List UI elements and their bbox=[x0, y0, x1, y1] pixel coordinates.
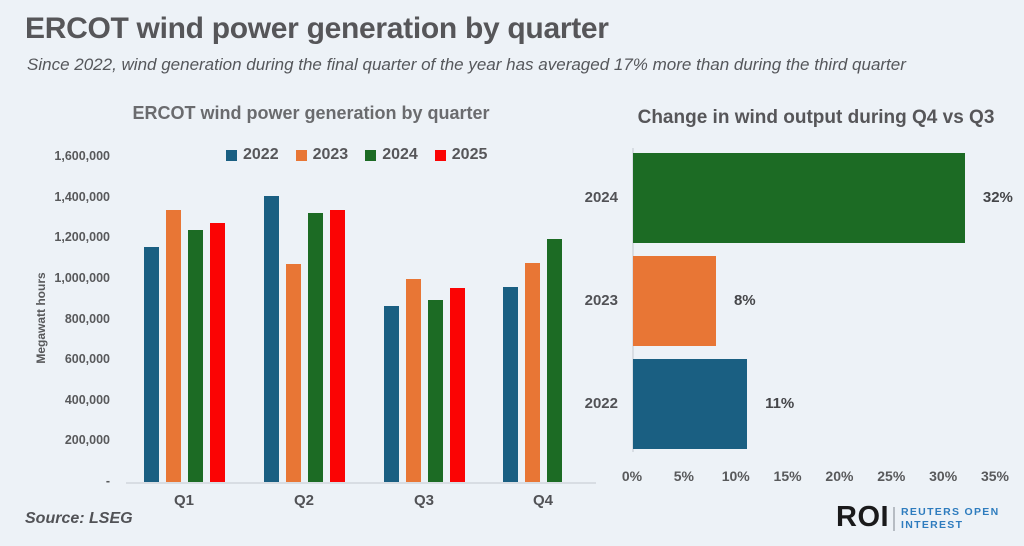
legend-label-2025: 2025 bbox=[451, 146, 488, 163]
legend-swatch-2022 bbox=[226, 149, 237, 161]
bar-Q3-2023 bbox=[405, 278, 421, 482]
y-tick-label: 1,400,000 bbox=[54, 189, 110, 204]
y-tick-label: 600,000 bbox=[64, 352, 110, 367]
bar-Q3-2025 bbox=[449, 288, 465, 482]
bar-Q2-2024 bbox=[307, 212, 323, 482]
left-chart-plot-area bbox=[126, 157, 596, 482]
bar-Q1-2023 bbox=[165, 209, 181, 482]
bar-Q1-2024 bbox=[187, 230, 203, 482]
left-chart-legend: 2022 2023 2024 2025 bbox=[226, 146, 487, 164]
legend-label-2023: 2023 bbox=[312, 146, 349, 163]
x-tick-label: 20% bbox=[825, 468, 854, 484]
x-tick-label: 10% bbox=[721, 468, 750, 484]
x-tick-label: 5% bbox=[673, 468, 694, 484]
reuters-open-line: REUTERS OPEN bbox=[901, 506, 1000, 518]
x-category-label: Q4 bbox=[532, 492, 553, 509]
hbar-2023 bbox=[633, 256, 716, 346]
bar-Q2-2023 bbox=[285, 263, 301, 482]
x-category-label: Q1 bbox=[173, 492, 194, 509]
legend-swatch-2023 bbox=[295, 149, 307, 161]
y-tick-label: 1,600,000 bbox=[54, 149, 110, 163]
bar-Q1-2025 bbox=[209, 223, 225, 482]
x-tick-label: 25% bbox=[877, 468, 906, 484]
bar-value-label: 11% bbox=[765, 395, 795, 412]
bar-Q1-2022 bbox=[143, 247, 159, 482]
bar-Q4-2023 bbox=[524, 262, 540, 482]
legend-label-2022: 2022 bbox=[243, 146, 279, 163]
hbar-2022 bbox=[633, 359, 748, 449]
left-chart-title: ERCOT wind power generation by quarter bbox=[132, 103, 490, 123]
source-note: Source: LSEG bbox=[25, 510, 133, 527]
x-category-label: Q2 bbox=[293, 492, 314, 509]
x-category-label: Q3 bbox=[413, 492, 434, 509]
roi-logo: ROI bbox=[836, 501, 890, 533]
bar-Q2-2022 bbox=[263, 195, 279, 482]
legend-item-2025: 2025 bbox=[434, 146, 488, 164]
right-category-label: 2023 bbox=[584, 292, 618, 309]
bar-Q2-2025 bbox=[329, 209, 345, 482]
y-tick-label: - bbox=[105, 474, 110, 488]
x-tick-label: 0% bbox=[621, 468, 643, 484]
y-tick-label: 1,000,000 bbox=[54, 270, 110, 285]
bar-Q4-2022 bbox=[502, 287, 518, 482]
legend-item-2023: 2023 bbox=[295, 146, 349, 164]
bar-value-label: 8% bbox=[733, 292, 756, 309]
bar-value-label: 32% bbox=[982, 189, 1013, 206]
page-title: ERCOT wind power generation by quarter bbox=[25, 12, 609, 45]
right-category-label: 2022 bbox=[584, 395, 618, 412]
y-tick-label: 200,000 bbox=[64, 433, 110, 448]
hbar-2024 bbox=[633, 153, 965, 243]
x-tick-label: 30% bbox=[929, 468, 958, 484]
legend-item-2022: 2022 bbox=[226, 146, 279, 164]
reuters-open-interest-wordmark: REUTERS OPEN INTEREST bbox=[901, 506, 999, 532]
x-tick-label: 35% bbox=[980, 468, 1010, 484]
right-chart-title: Change in wind output during Q4 vs Q3 bbox=[637, 107, 995, 128]
y-tick-label: 400,000 bbox=[64, 392, 110, 407]
right-category-label: 2024 bbox=[584, 189, 618, 206]
legend-swatch-2024 bbox=[365, 149, 377, 161]
y-tick-label: 800,000 bbox=[64, 311, 110, 326]
bar-Q3-2024 bbox=[427, 300, 443, 482]
interest-line: INTEREST bbox=[901, 519, 964, 531]
legend-item-2024: 2024 bbox=[365, 146, 418, 164]
bar-Q4-2024 bbox=[546, 239, 562, 482]
y-tick-label: 1,200,000 bbox=[54, 230, 110, 245]
legend-swatch-2025 bbox=[434, 149, 446, 161]
roi-logo-divider bbox=[893, 507, 895, 531]
page-subtitle: Since 2022, wind generation during the f… bbox=[27, 55, 906, 74]
left-chart-baseline bbox=[126, 482, 596, 484]
legend-label-2024: 2024 bbox=[382, 146, 418, 163]
x-tick-label: 15% bbox=[773, 468, 802, 484]
bar-Q3-2022 bbox=[383, 306, 399, 482]
